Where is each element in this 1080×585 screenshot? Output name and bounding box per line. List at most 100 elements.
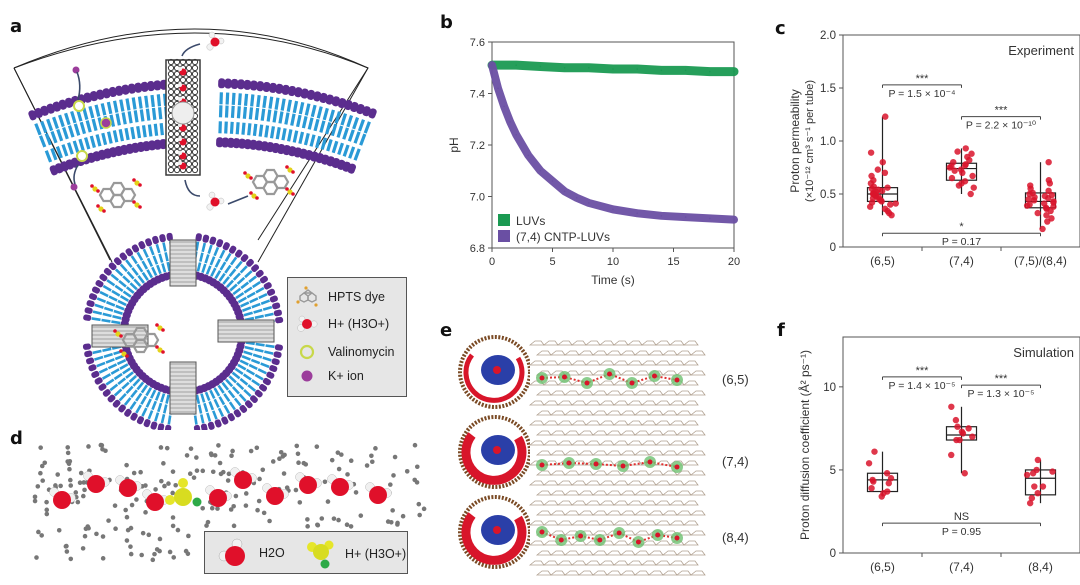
oxygen-atom [234,471,252,489]
lipid-tail [106,131,113,144]
lattice-bond [654,340,671,346]
lipid-head [221,416,229,425]
oxygen-atom [119,334,123,338]
lipid-head [153,80,162,91]
lipid-tail [363,121,371,134]
lattice-bond [647,430,664,436]
lipid-tail [155,243,161,254]
nanotube-hex [185,154,193,162]
y-tick-label: 6.8 [470,243,485,255]
carbon-dot [143,483,148,488]
lattice-bond [549,510,566,516]
carbon-dot [184,453,190,458]
lipid-tail [112,100,119,113]
lipid-tail [303,132,310,146]
carbon-dot [170,469,176,474]
x-tick-label: 20 [728,256,740,268]
p-value-label: P = 0.17 [942,236,981,248]
lipid-tail [154,412,160,422]
lattice-bond [570,360,587,366]
lipid-tail [207,244,213,254]
carbon-dot [216,443,221,448]
lipid-tail [347,129,355,142]
lattice-bond [598,400,615,406]
carbon-dot [124,538,130,543]
lipid-tail [264,350,274,355]
lattice-bond [640,500,657,506]
lipid-tail [320,137,328,150]
lattice-bond [556,380,573,386]
lipid-tail [237,93,242,106]
lipid-tail [160,414,166,424]
hpts-molecule [90,178,142,213]
panel-a-schematic [13,28,377,430]
water-oxygen [578,533,584,539]
lipid-tail [224,264,232,274]
lattice-bond [661,390,678,396]
lipid-head [244,400,253,409]
data-point [874,166,882,173]
lipid-head [193,424,201,430]
lattice-bond [605,390,622,396]
nanotube-hex [185,166,193,174]
lipid-tail [151,266,158,277]
carbon-dot [255,507,260,513]
lattice-bond [570,440,587,446]
lipid-head [140,81,149,92]
lipid-tail [313,118,320,132]
y-tick-label: 2.0 [820,30,836,42]
lattice-bond [591,510,608,516]
valinomycin-ring-icon [299,344,315,360]
lattice-bond [563,370,580,376]
carbon-dot [65,459,70,464]
lipid-tail [246,291,256,299]
data-point [503,105,505,108]
aromatic-ring [142,332,160,348]
lipid-tail [115,304,125,311]
carbon-dot [53,483,58,488]
nanotube-hex [185,148,193,156]
lipid-tail [262,305,273,311]
aromatic-ring [119,187,137,203]
lipid-tail [199,252,204,262]
water-oxygen [566,460,572,466]
carbon-dot [348,458,354,464]
carbon-dot [39,533,44,538]
data-point [884,488,891,495]
lipid-tail [115,113,121,126]
lipid-tail [141,407,148,417]
lipid-head [266,371,275,379]
data-point [867,149,875,156]
legend-item-water: H2O [215,538,285,568]
lattice-bond [549,490,566,496]
lipid-tail [145,108,151,121]
lipid-tail [342,144,350,157]
significance-stars: NS [954,511,969,523]
carbon-dot [128,544,133,549]
lipid-head [89,91,98,102]
oxygen-atom [87,475,105,493]
aromatic-ring [272,174,290,190]
lipid-tail [262,95,268,109]
carbon-dot [123,507,128,513]
lipid-tail [137,275,145,284]
lipid-tail [34,123,42,136]
carbon-dot [35,484,41,489]
oxygen-atom [299,476,317,494]
lattice-bond [689,430,706,436]
lattice-bond [605,450,622,456]
lipid-head [91,370,100,379]
carbon-dot [270,459,276,464]
lattice-bond [577,510,594,516]
carbon-dot [67,466,72,472]
carbon-dot [100,534,106,539]
lipid-tail [130,255,138,265]
lattice-bond [689,530,706,536]
lipid-tail [309,134,316,147]
chart-c-proton-permeability: 0 0.5 1.0 1.5 2.0 (6,5) (7,4) (7,5)/(8,4) Experi… [788,30,1080,268]
lipid-tail [258,292,268,300]
lattice-bond [661,570,678,576]
lattice-bond [640,420,657,426]
data-point [871,448,878,455]
data-point [969,172,976,180]
